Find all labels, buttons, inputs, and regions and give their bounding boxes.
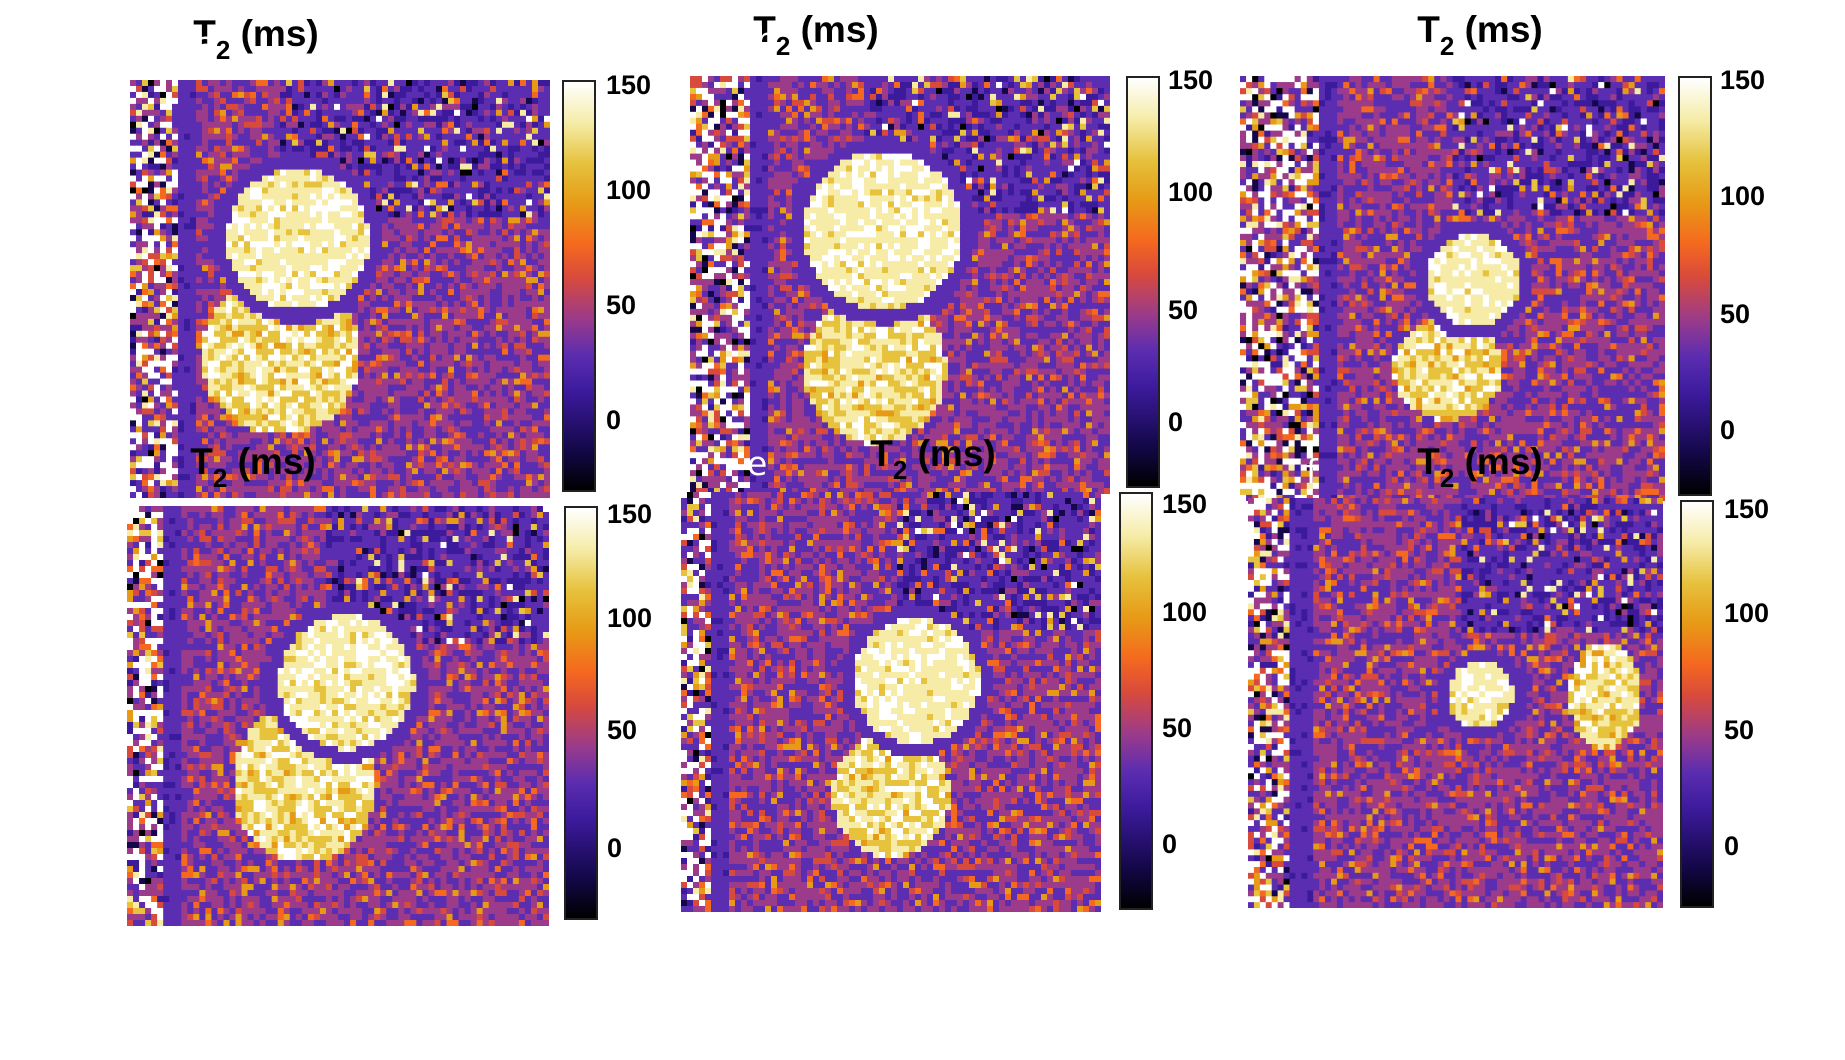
- title-unit: (ms): [790, 9, 879, 50]
- title-unit: (ms): [1454, 441, 1543, 482]
- t2-map-pixels: [130, 80, 550, 498]
- t2-map-pixels: [127, 506, 549, 926]
- title-symbol: T: [753, 9, 776, 50]
- colorbar: [562, 80, 596, 492]
- panel-b: T2 (ms) b 150 100 50 0: [690, 8, 1290, 528]
- panel-e: T2 (ms) e 150 100 50 0: [681, 432, 1281, 952]
- colorbar-tick-label: 0: [1168, 408, 1183, 436]
- title-symbol: T: [1417, 441, 1440, 482]
- title-subscript: 2: [1440, 31, 1454, 61]
- panel-title: T2 (ms): [1360, 8, 1600, 61]
- title-subscript: 2: [213, 463, 227, 493]
- colorbar-tick-label: 0: [607, 834, 622, 862]
- title-unit: (ms): [230, 13, 319, 54]
- panel-d: T2 (ms) d 150 100 50 0: [127, 440, 727, 1036]
- panel-title: T2 (ms): [813, 432, 1053, 485]
- panel-f: T2 (ms) f 150 100 50 0: [1240, 440, 1840, 960]
- title-subscript: 2: [1440, 463, 1454, 493]
- t2-map-image: [681, 492, 1101, 912]
- panel-title: T2 (ms): [136, 12, 376, 65]
- colorbar-tick-label: 0: [1724, 832, 1739, 860]
- colorbar-tick-label: 0: [1162, 830, 1177, 858]
- colorbar-tick-label: 0: [1720, 416, 1735, 444]
- title-symbol: T: [1417, 9, 1440, 50]
- panel-letter: b: [756, 22, 777, 58]
- title-unit: (ms): [907, 433, 996, 474]
- t2-map-image: [127, 506, 549, 926]
- panel-title: T2 (ms): [133, 440, 373, 493]
- t2-map-image: [130, 80, 550, 498]
- t2-map-image: [1240, 76, 1665, 501]
- panel-letter: c: [1306, 22, 1324, 58]
- panel-title: T2 (ms): [696, 8, 936, 61]
- t2-map-pixels: [1248, 498, 1663, 908]
- colorbar-tick-label: 50: [1168, 296, 1198, 324]
- colorbar-tick-label: 50: [1724, 716, 1754, 744]
- title-subscript: 2: [776, 31, 790, 61]
- colorbar-tick-label: 50: [1162, 714, 1192, 742]
- panel-letter: a: [196, 26, 216, 62]
- t2-map-image: [690, 76, 1110, 494]
- panel-letter: e: [747, 446, 767, 482]
- colorbar-tick-label: 150: [1724, 495, 1769, 523]
- colorbar-tick-label: 100: [1162, 598, 1207, 626]
- title-symbol: T: [190, 441, 213, 482]
- colorbar-tick-label: 100: [1720, 182, 1765, 210]
- colorbar: [1680, 500, 1714, 908]
- panel-letter: d: [193, 1000, 214, 1036]
- colorbar-tick-label: 100: [1724, 599, 1769, 627]
- colorbar-tick-label: 50: [1720, 300, 1750, 328]
- t2-map-pixels: [690, 76, 1110, 494]
- colorbar-tick-label: 100: [607, 604, 652, 632]
- panel-c: T2 (ms) c 150 100 50 0: [1240, 8, 1840, 528]
- panel-letter: f: [1306, 454, 1318, 490]
- colorbar: [1678, 76, 1712, 496]
- t2-map-image: [1248, 498, 1663, 908]
- colorbar-tick-label: 150: [1162, 490, 1207, 518]
- colorbar-tick-label: 150: [607, 500, 652, 528]
- title-symbol: T: [193, 13, 216, 54]
- colorbar-tick-label: 100: [606, 176, 651, 204]
- colorbar-tick-label: 150: [1168, 66, 1213, 94]
- colorbar: [1126, 76, 1160, 488]
- title-symbol: T: [870, 433, 893, 474]
- panel-a: T2 (ms) a 150 100 50 0: [130, 12, 730, 532]
- colorbar-tick-label: 150: [1720, 66, 1765, 94]
- title-subscript: 2: [893, 455, 907, 485]
- title-unit: (ms): [1454, 9, 1543, 50]
- colorbar: [1119, 492, 1153, 910]
- colorbar-tick-label: 150: [606, 71, 651, 99]
- title-unit: (ms): [227, 441, 316, 482]
- colorbar: [564, 506, 598, 920]
- t2-map-pixels: [681, 492, 1101, 912]
- panel-title: T2 (ms): [1360, 440, 1600, 493]
- colorbar-tick-label: 100: [1168, 178, 1213, 206]
- title-subscript: 2: [216, 35, 230, 65]
- t2-map-pixels: [1240, 76, 1665, 501]
- colorbar-tick-label: 0: [606, 406, 621, 434]
- colorbar-tick-label: 50: [607, 716, 637, 744]
- colorbar-tick-label: 50: [606, 291, 636, 319]
